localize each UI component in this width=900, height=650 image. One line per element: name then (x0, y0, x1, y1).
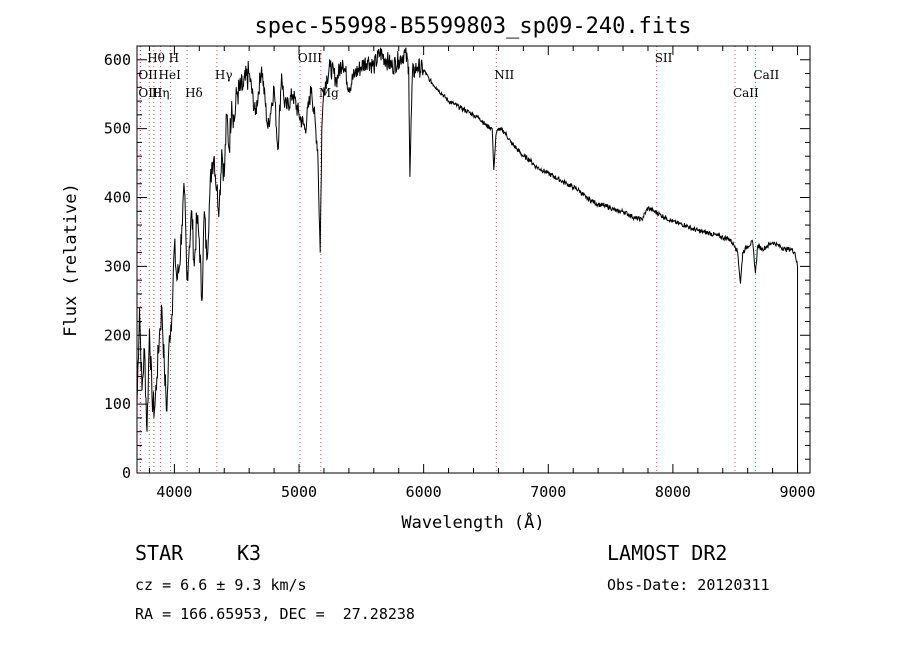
line-marker-label: OIII (138, 86, 162, 100)
observation-date: Obs-Date: 20120311 (607, 576, 770, 594)
coordinates: RA = 166.65953, DEC = 27.28238 (135, 605, 415, 623)
line-marker-label: H (169, 51, 179, 65)
line-marker-label: Hδ (185, 86, 203, 100)
object-subclass: K3 (237, 541, 262, 565)
y-axis: 0 100 200 300 400 500 600 (104, 51, 810, 482)
spectrum-line (136, 47, 798, 432)
line-marker-label: Hη (152, 86, 170, 100)
object-class: STAR (135, 541, 184, 565)
y-tick-label: 200 (104, 326, 131, 344)
spectrum-series (136, 47, 799, 473)
line-marker-label: HeI (159, 68, 182, 82)
line-marker-label: NII (494, 68, 514, 82)
line-marker-label: Mg (319, 86, 339, 100)
x-tick-label: 6000 (406, 483, 442, 501)
y-tick-label: 0 (122, 464, 131, 482)
x-tick-label: 5000 (281, 483, 317, 501)
line-marker-label: CaII (753, 68, 779, 82)
y-tick-label: 400 (104, 189, 131, 207)
y-tick-label: 100 (104, 395, 131, 413)
x-axis: 4000 5000 6000 7000 8000 9000 (148, 46, 816, 501)
line-marker-label: OIII (298, 51, 322, 65)
x-axis-label: Wavelength (Å) (401, 511, 544, 533)
y-tick-label: 600 (104, 51, 131, 69)
survey-name: LAMOST DR2 (607, 541, 728, 565)
x-tick-label: 4000 (156, 483, 192, 501)
y-tick-label: 500 (104, 120, 131, 138)
x-tick-label: 8000 (655, 483, 691, 501)
line-marker-label: CaII (733, 86, 759, 100)
line-marker-label: Hθ (147, 51, 165, 65)
x-tick-label: 7000 (530, 483, 566, 501)
line-marker-label: OII (138, 68, 158, 82)
redshift-velocity: cz = 6.6 ± 9.3 km/s (135, 576, 307, 594)
chart-title: spec-55998-B5599803_sp09-240.fits (254, 14, 691, 39)
x-tick-label: 9000 (779, 483, 815, 501)
line-marker-label: Hγ (215, 68, 233, 82)
line-marker-label: SII (655, 51, 673, 65)
plot-frame (136, 45, 811, 474)
y-axis-label: Flux (relative) (61, 183, 81, 337)
y-tick-label: 300 (104, 257, 131, 275)
